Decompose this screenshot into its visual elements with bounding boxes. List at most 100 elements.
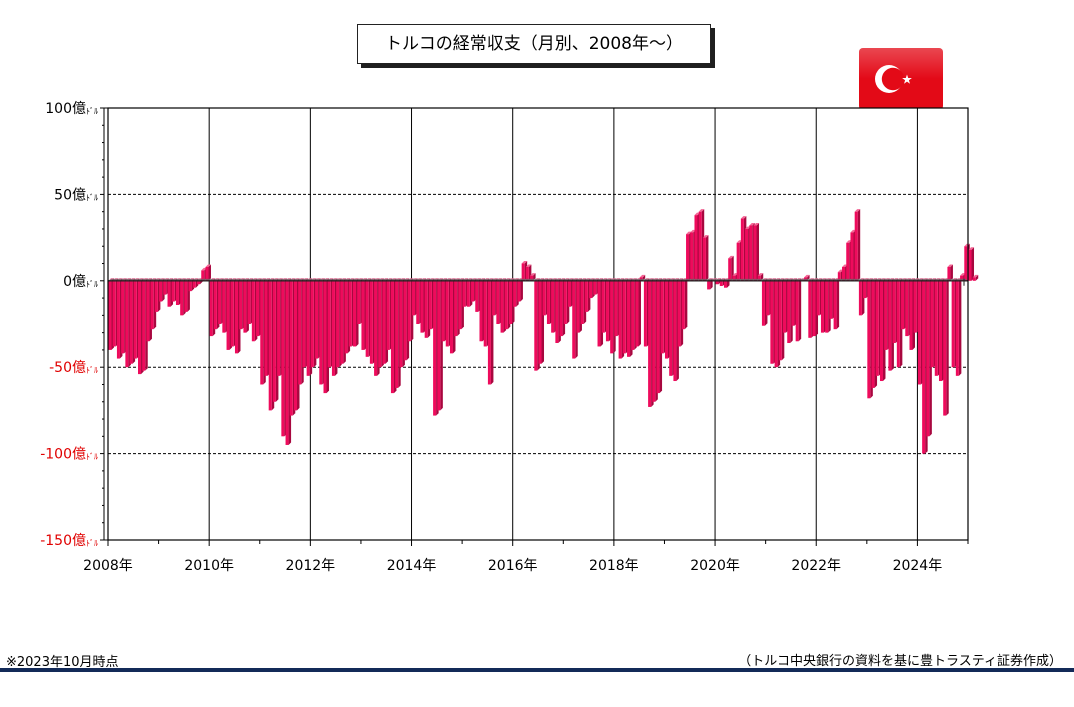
bar <box>365 278 372 357</box>
bar-top <box>681 278 688 281</box>
bar-side <box>748 226 751 281</box>
bar-face <box>825 280 829 333</box>
bar-face <box>348 280 352 347</box>
bar-face <box>146 280 150 342</box>
bar <box>694 212 700 281</box>
bar-face <box>268 280 272 411</box>
bar <box>930 278 937 368</box>
bar-top <box>348 278 355 281</box>
bar <box>639 274 646 281</box>
bar-top <box>378 278 384 281</box>
bar <box>289 278 296 416</box>
bar-face <box>542 280 546 316</box>
bar-side <box>465 278 469 307</box>
bar-side <box>773 278 776 364</box>
bar-top <box>559 278 566 281</box>
bar <box>736 240 743 281</box>
bar-face <box>934 280 938 376</box>
bar-face <box>407 280 411 342</box>
x-tick-label: 2022年 <box>791 558 841 574</box>
bar <box>344 278 351 354</box>
bar-top <box>546 278 553 281</box>
bar-side <box>524 261 528 281</box>
bar-side <box>267 278 270 376</box>
bar <box>551 278 557 333</box>
bar-face <box>740 218 744 281</box>
bar-side <box>705 235 709 281</box>
bar-side <box>170 278 174 307</box>
bar-face <box>820 280 824 333</box>
bar-side <box>613 278 616 354</box>
bar-top <box>842 264 848 267</box>
bar <box>686 231 692 281</box>
bar-face <box>365 280 369 357</box>
bar-face <box>677 280 681 347</box>
bar-side <box>124 278 127 354</box>
bar-top <box>635 278 641 281</box>
bar-top <box>837 269 844 273</box>
bar <box>458 278 464 330</box>
bar <box>264 278 270 376</box>
bar <box>656 278 663 394</box>
bar-face <box>129 280 133 364</box>
bar-face <box>686 234 690 281</box>
bar-side <box>275 278 279 402</box>
bar-side <box>849 240 852 281</box>
bar <box>386 278 393 350</box>
bar-top <box>555 278 561 281</box>
bar-top <box>652 278 658 281</box>
bar-face <box>163 280 167 295</box>
bar <box>403 278 410 361</box>
bar-top <box>766 278 772 281</box>
bar <box>424 278 431 338</box>
bar-side <box>731 255 734 281</box>
bar-side <box>398 278 401 388</box>
bar-face <box>905 280 909 337</box>
bar <box>298 278 304 385</box>
bar-side <box>200 278 203 285</box>
bar-top <box>538 278 545 281</box>
bar <box>437 278 443 411</box>
bar-top <box>500 278 507 281</box>
bar-face <box>601 280 605 333</box>
bar-face <box>850 232 854 281</box>
bar-top <box>563 278 570 281</box>
bar <box>209 278 216 337</box>
bar-side <box>478 278 481 312</box>
bar <box>327 278 334 368</box>
bar <box>749 223 755 281</box>
bar-top <box>787 278 793 281</box>
bar-top <box>281 278 287 281</box>
bar-top <box>382 278 389 281</box>
bar-face <box>639 277 643 281</box>
bar <box>319 278 325 385</box>
bar-side <box>157 278 161 312</box>
bar-top <box>820 278 827 281</box>
bar-side <box>714 278 717 282</box>
bar-side <box>571 278 574 307</box>
bar <box>546 278 553 324</box>
bar-face <box>808 280 812 338</box>
bar <box>711 278 717 282</box>
bar <box>964 243 970 281</box>
bar <box>201 267 207 281</box>
bar-face <box>707 280 711 290</box>
bar-face <box>310 280 314 368</box>
bar <box>247 278 254 324</box>
bar-face <box>462 280 466 307</box>
bar-side <box>600 278 604 347</box>
bar-face <box>572 280 576 359</box>
bar-side <box>727 278 730 288</box>
bar <box>829 278 835 319</box>
bar-side <box>292 278 296 416</box>
bar-side <box>309 278 313 376</box>
bar <box>184 278 190 312</box>
bar-face <box>858 280 862 316</box>
bar-face <box>420 280 424 333</box>
bars <box>108 209 979 454</box>
bar <box>732 273 738 281</box>
y-tick-label: 0億ﾄﾞﾙ <box>63 274 98 290</box>
bar-face <box>854 211 858 281</box>
bar-face <box>711 280 715 282</box>
bar <box>336 278 342 368</box>
